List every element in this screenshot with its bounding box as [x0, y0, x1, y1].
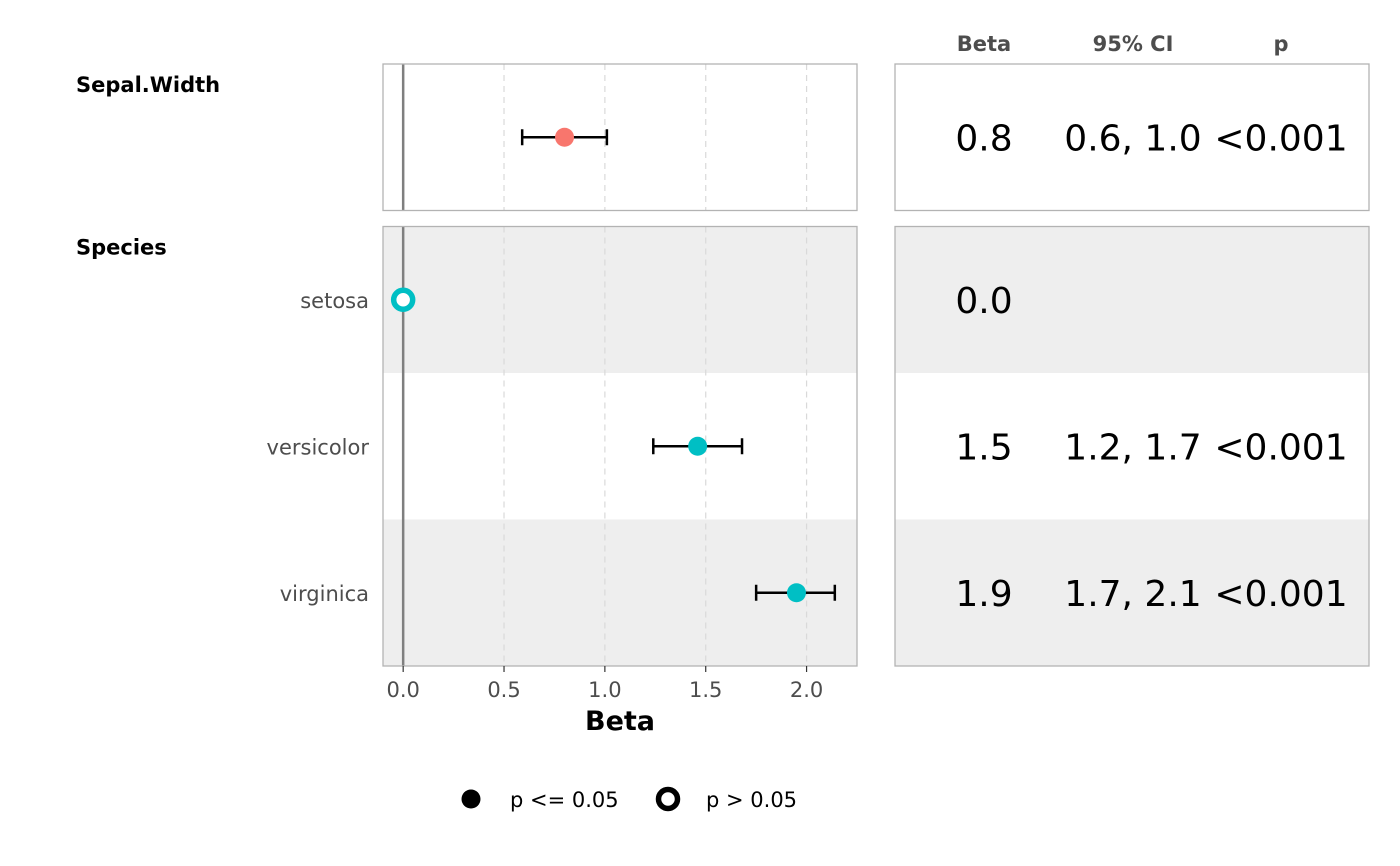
- row-label-virginica: virginica: [280, 582, 369, 606]
- group-label-species: Species: [76, 236, 167, 260]
- table-layer: Beta 95% CI p 0.8 0.6, 1.0 <0.001 0.0 1.5 1.2, 1…: [894, 32, 1370, 667]
- table-header-beta: Beta: [957, 32, 1011, 56]
- plot-panel-border: [382, 63, 858, 212]
- cell-beta: 0.0: [955, 281, 1012, 322]
- legend-hollow-circle-icon: [655, 786, 681, 812]
- group-label-sepal-width: Sepal.Width: [76, 73, 220, 97]
- cell-ci: 1.2, 1.7: [1064, 427, 1201, 468]
- plot-layer: [382, 63, 858, 667]
- row-background: [383, 373, 857, 520]
- table-panel-border: [894, 63, 1370, 212]
- label-layer: Sepal.Width Species setosa versicolor virgin…: [76, 73, 369, 606]
- cell-ci: 0.6, 1.0: [1064, 118, 1201, 159]
- row-label-setosa: setosa: [300, 289, 369, 313]
- table-row-background: [895, 226, 1369, 373]
- table-row-background: [895, 64, 1369, 211]
- table-row-background: [895, 519, 1369, 666]
- axis-layer: 0.0 0.5 1.0 1.5 2.0 Beta: [386, 666, 823, 737]
- cell-ci: 1.7, 2.1: [1064, 574, 1201, 615]
- estimate-point-hollow: [390, 287, 416, 312]
- x-tick-label: 0.0: [386, 678, 419, 702]
- cell-beta: 0.8: [955, 118, 1012, 159]
- row-background: [383, 64, 857, 211]
- x-axis-title: Beta: [585, 706, 655, 737]
- x-tick-label: 1.0: [588, 678, 621, 702]
- x-tick-label: 2.0: [790, 678, 823, 702]
- table-header-p: p: [1273, 32, 1288, 56]
- legend-layer: p <= 0.05 p > 0.05: [461, 786, 797, 812]
- estimate-point: [688, 436, 708, 456]
- estimate-point: [555, 127, 575, 147]
- row-label-versicolor: versicolor: [267, 435, 370, 459]
- table-row-background: [895, 373, 1369, 520]
- estimate-point: [786, 583, 806, 603]
- x-tick-label: 0.5: [487, 678, 520, 702]
- cell-p: <0.001: [1214, 118, 1347, 159]
- legend-label: p <= 0.05: [510, 788, 619, 812]
- table-panel-border: [894, 225, 1370, 667]
- legend-filled-circle-icon: [461, 789, 481, 809]
- table-header-ci: 95% CI: [1093, 32, 1174, 56]
- cell-p: <0.001: [1214, 427, 1347, 468]
- x-tick-label: 1.5: [689, 678, 722, 702]
- cell-p: <0.001: [1214, 574, 1347, 615]
- cell-beta: 1.5: [955, 427, 1012, 468]
- row-background: [383, 226, 857, 373]
- legend-label: p > 0.05: [706, 788, 797, 812]
- cell-beta: 1.9: [955, 574, 1012, 615]
- plot-panel-border: [382, 225, 858, 667]
